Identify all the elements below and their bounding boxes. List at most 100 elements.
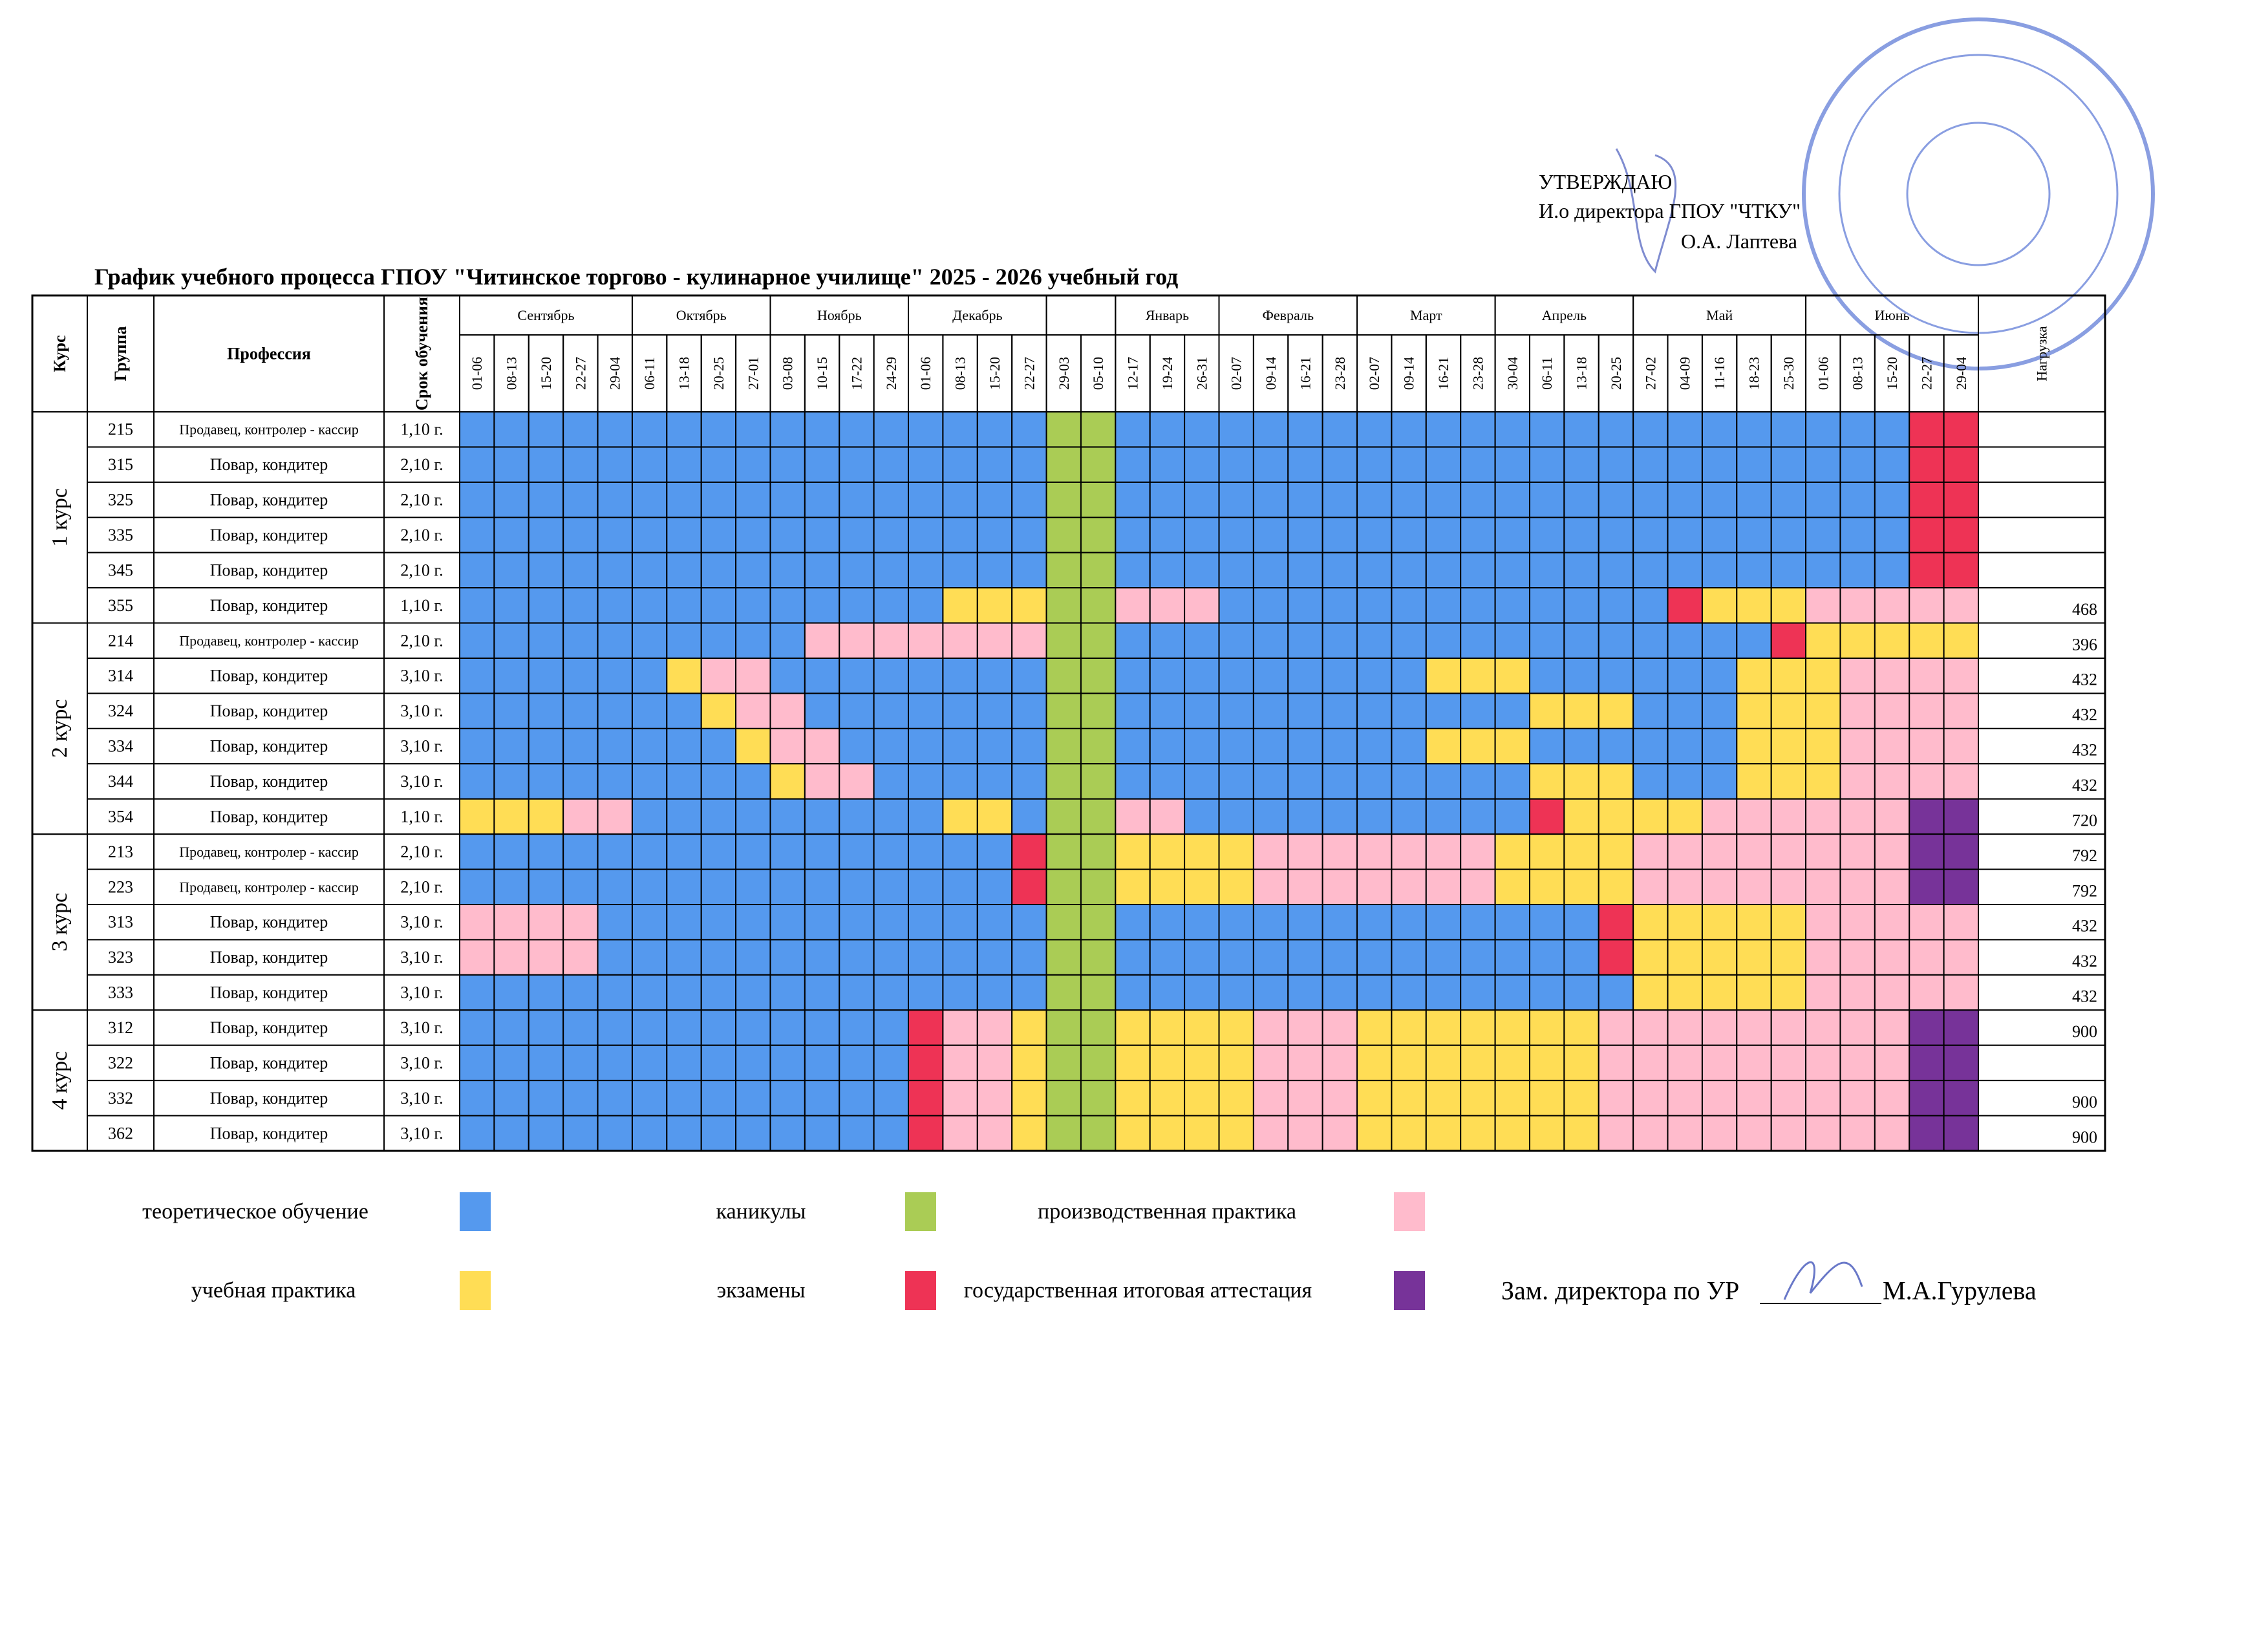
schedule-cell [1218,939,1254,976]
schedule-cell [1011,868,1047,905]
schedule-cell [1494,587,1530,624]
legend-swatch [905,1192,936,1231]
schedule-cell [1494,1009,1530,1046]
schedule-cell [1321,481,1358,519]
schedule-cell [1598,798,1634,835]
schedule-cell [1184,552,1220,589]
schedule-cell [1494,481,1530,519]
group-number-cell [87,868,155,905]
schedule-cell [908,939,944,976]
schedule-cell [1909,692,1945,729]
schedule-cell [1218,517,1254,553]
load-value: 432 [2072,670,2097,689]
schedule-cell [1736,552,1772,589]
schedule-cell [1528,552,1565,589]
schedule-cell [1528,868,1565,905]
schedule-table: Курс Группа Профессия Срок обучения Нагрузка… [31,294,2106,1152]
schedule-cell [1218,446,1254,483]
schedule-cell [1011,517,1047,553]
schedule-cell [1874,1080,1910,1117]
month-label: Ноябрь [817,307,862,323]
profession: Повар, кондитер [210,1053,328,1072]
schedule-cell [528,1080,564,1117]
schedule-cell [1736,939,1772,976]
schedule-cell [631,446,668,483]
schedule-cell [1287,692,1323,729]
profession: Продавец, контролер - кассир [179,879,358,895]
schedule-cell [1321,1009,1358,1046]
schedule-cell [1425,727,1462,765]
schedule-cell [1425,939,1462,976]
schedule-cell [1598,552,1634,589]
schedule-cell [1598,692,1634,729]
schedule-cell [804,517,840,553]
schedule-cell [1874,446,1910,483]
schedule-cell [631,552,668,589]
schedule-cell [769,587,806,624]
month-label: Март [1410,307,1442,323]
schedule-cell [528,692,564,729]
schedule-cell [1598,1115,1634,1152]
schedule-cell [1287,481,1323,519]
schedule-cell [942,517,978,553]
schedule-cell [1667,763,1703,800]
schedule-cell [459,833,495,870]
schedule-cell [528,904,564,941]
schedule-cell [1287,411,1323,448]
profession-cell [153,517,385,553]
schedule-cell [769,517,806,553]
schedule-cell [1321,727,1358,765]
schedule-cell [1943,833,1979,870]
schedule-cell [1943,517,1979,553]
schedule-cell [562,939,599,976]
schedule-cell [1598,446,1634,483]
schedule-cell [942,727,978,765]
schedule-cell [1667,587,1703,624]
schedule-cell [562,1080,599,1117]
schedule-cell [1356,658,1393,694]
schedule-cell [1736,517,1772,553]
schedule-cell [1425,692,1462,729]
schedule-cell [1839,481,1876,519]
schedule-cell [908,587,944,624]
schedule-cell [493,446,530,483]
schedule-cell [1321,939,1358,976]
schedule-cell [597,411,633,448]
schedule-cell [1563,904,1599,941]
schedule-cell [735,833,771,870]
schedule-cell [1701,904,1738,941]
schedule-cell [528,411,564,448]
schedule-cell [1494,692,1530,729]
schedule-cell [1080,658,1117,694]
group-number: 355 [108,596,133,615]
schedule-cell [1494,798,1530,835]
schedule-cell [1080,904,1117,941]
week-label: 15-20 [1884,357,1900,390]
schedule-cell [908,658,944,694]
profession: Повар, кондитер [210,1089,328,1108]
week-label: 16-21 [1435,357,1451,390]
schedule-cell [1045,411,1082,448]
schedule-cell [1701,658,1738,694]
schedule-cell [839,517,875,553]
schedule-cell [1770,1044,1807,1082]
schedule-cell [666,552,702,589]
schedule-cell [1874,622,1910,659]
schedule-cell [873,868,910,905]
schedule-cell [1598,658,1634,694]
schedule-cell [1391,727,1427,765]
schedule-cell [1184,446,1220,483]
schedule-cell [769,446,806,483]
group-number: 223 [108,877,133,896]
schedule-cell [1080,481,1117,519]
schedule-cell [1252,587,1289,624]
load-value: 396 [2072,635,2097,654]
schedule-cell [1011,692,1047,729]
schedule-cell [493,833,530,870]
schedule-cell [1460,517,1496,553]
schedule-cell [1356,868,1393,905]
schedule-cell [908,411,944,448]
schedule-cell [804,798,840,835]
week-label: 25-30 [1781,357,1797,390]
schedule-cell [1218,411,1254,448]
